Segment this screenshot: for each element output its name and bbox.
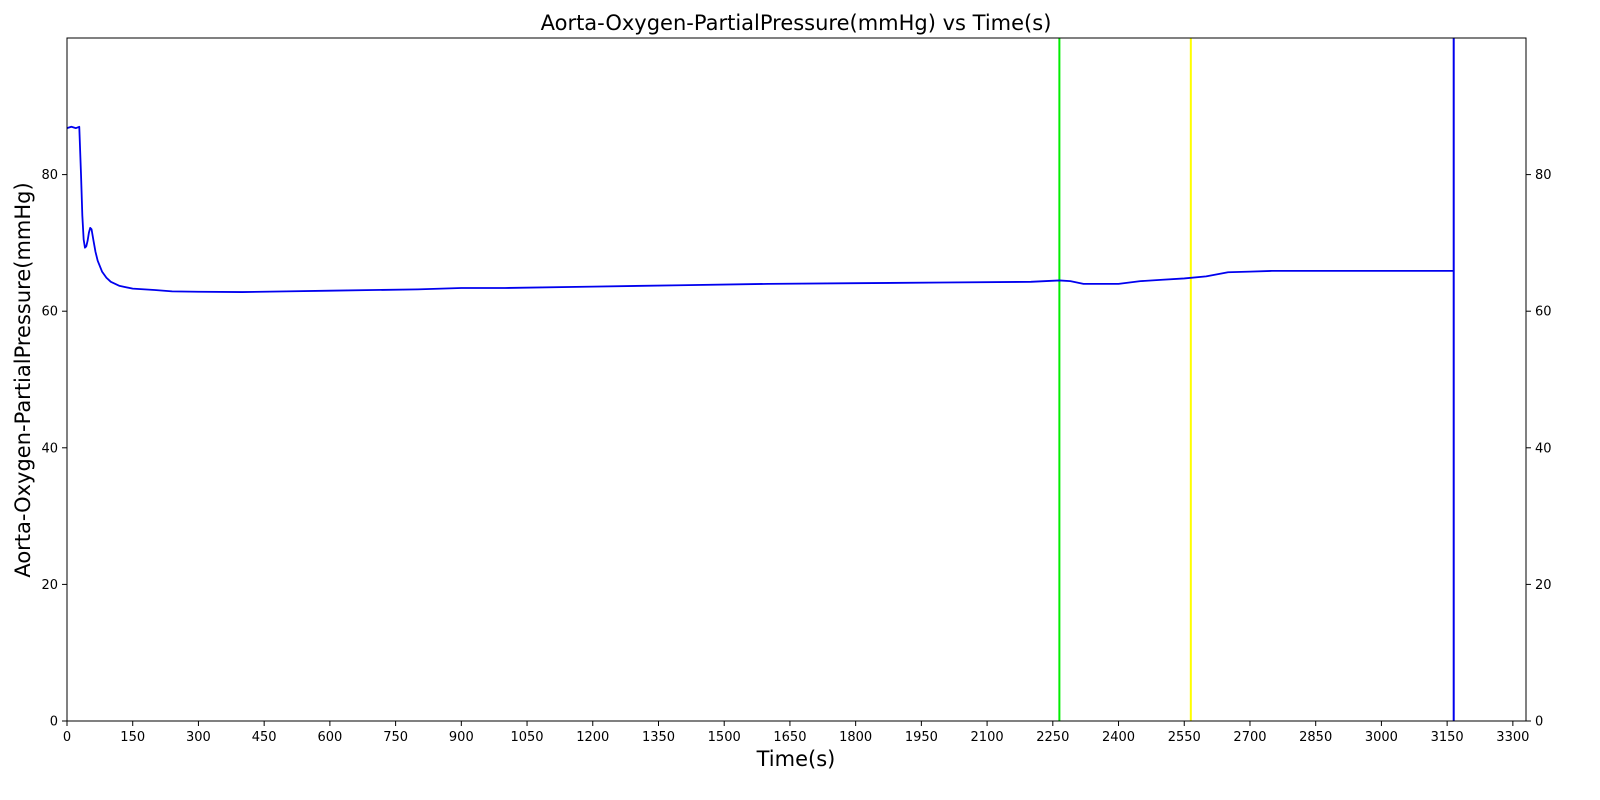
plot-area: 0 150 300 450 600 750 900 1050 1200 1350 1500 1650 1… (41, 38, 1552, 745)
y-axis-label: Aorta-Oxygen-PartialPressure(mmHg) (11, 182, 35, 577)
x-tick-label: 300 (186, 730, 211, 745)
x-tick-label: 150 (120, 730, 145, 745)
x-tick-label: 600 (317, 730, 342, 745)
chart-title: Aorta-Oxygen-PartialPressure(mmHg) vs Ti… (541, 11, 1052, 35)
x-tick-label: 1800 (839, 730, 872, 745)
plot-frame (66, 37, 1527, 722)
right-y-tick-label: 20 (1535, 578, 1552, 593)
x-tick-label: 3000 (1365, 730, 1398, 745)
x-tick-label: 0 (63, 730, 71, 745)
x-tick-label: 1350 (642, 730, 675, 745)
y-tick-label: 0 (50, 715, 58, 730)
x-tick-label: 2100 (971, 730, 1004, 745)
series-line (66, 125, 1454, 293)
right-y-tick-label: 80 (1535, 168, 1552, 183)
x-axis-label: Time(s) (756, 747, 836, 771)
x-tick-label: 3300 (1496, 730, 1529, 745)
x-tick-label: 2850 (1299, 730, 1332, 745)
right-y-tick-label: 40 (1535, 441, 1552, 456)
x-tick-label: 1200 (576, 730, 609, 745)
x-tick-label: 750 (383, 730, 408, 745)
x-tick-label: 2400 (1102, 730, 1135, 745)
x-tick-label: 1950 (905, 730, 938, 745)
x-tick-label: 2700 (1233, 730, 1266, 745)
x-tick-label: 2550 (1168, 730, 1201, 745)
x-tick-label: 2250 (1036, 730, 1069, 745)
y-tick-label: 20 (41, 578, 58, 593)
x-tick-label: 1650 (773, 730, 806, 745)
right-y-tick-label: 0 (1535, 715, 1543, 730)
right-y-tick-label: 60 (1535, 305, 1552, 320)
x-tick-label: 1050 (510, 730, 543, 745)
y-tick-label: 40 (41, 441, 58, 456)
y-tick-label: 60 (41, 305, 58, 320)
x-tick-label: 450 (252, 730, 277, 745)
y-tick-label: 80 (41, 168, 58, 183)
x-tick-label: 1500 (708, 730, 741, 745)
x-tick-label: 900 (449, 730, 474, 745)
x-tick-label: 3150 (1431, 730, 1464, 745)
